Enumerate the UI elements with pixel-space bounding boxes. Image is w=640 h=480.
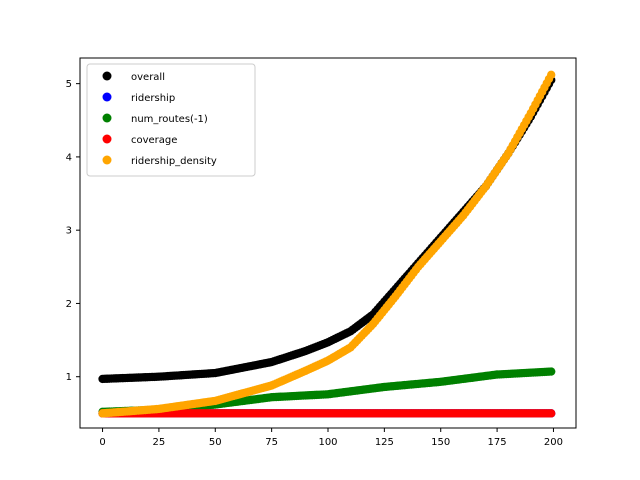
legend-label: ridership <box>131 93 175 104</box>
legend-marker <box>102 113 112 123</box>
x-tick-label: 200 <box>544 437 563 448</box>
y-tick-label: 1 <box>66 372 72 383</box>
x-axis: 0 25 50 75 100 125 150 175 200 <box>99 428 563 448</box>
y-tick-label: 3 <box>66 226 72 237</box>
point-coverage <box>547 409 556 418</box>
legend-marker <box>102 134 112 144</box>
x-tick-label: 50 <box>209 437 222 448</box>
x-tick-label: 100 <box>318 437 337 448</box>
legend-label: overall <box>131 72 165 83</box>
legend-label: coverage <box>131 135 177 146</box>
x-tick-label: 25 <box>153 437 166 448</box>
point-ridership-density <box>547 70 556 80</box>
y-tick-label: 2 <box>66 299 72 310</box>
y-tick-label: 4 <box>66 152 72 163</box>
legend: overall ridership num_routes(-1) coverage ri… <box>86 63 256 177</box>
legend-marker <box>102 92 112 102</box>
legend-marker <box>102 71 112 81</box>
x-tick-label: 125 <box>375 437 394 448</box>
x-tick-label: 0 <box>99 437 105 448</box>
legend-marker <box>102 155 112 165</box>
legend-label: ridership_density <box>131 156 217 167</box>
x-tick-label: 150 <box>431 437 450 448</box>
point-num-routes-1 <box>547 367 556 376</box>
series-overall <box>98 75 556 384</box>
scatter-points <box>98 70 556 418</box>
x-tick-label: 175 <box>488 437 507 448</box>
y-axis: 1 2 3 4 5 <box>66 79 80 383</box>
y-tick-label: 5 <box>66 79 72 90</box>
series-coverage <box>98 409 556 418</box>
series-ridership-density <box>98 70 556 418</box>
x-tick-label: 75 <box>265 437 278 448</box>
legend-label: num_routes(-1) <box>131 114 208 125</box>
legend-box <box>86 63 256 177</box>
